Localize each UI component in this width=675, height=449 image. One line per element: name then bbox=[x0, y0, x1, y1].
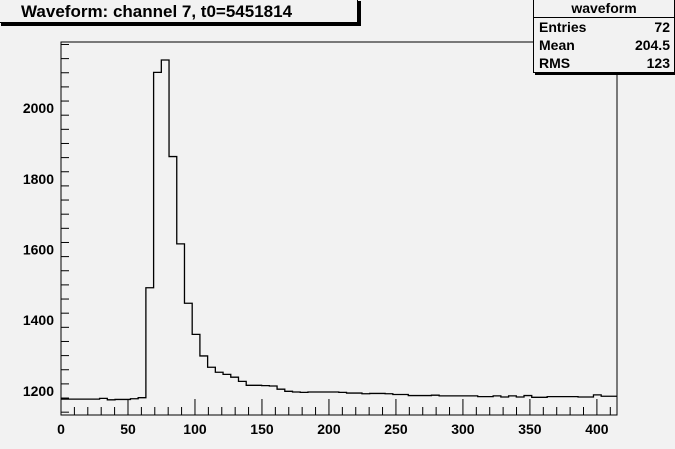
x-tick-label: 300 bbox=[451, 421, 475, 437]
histogram-bin bbox=[161, 60, 169, 415]
histogram-bin bbox=[347, 393, 355, 415]
histogram-bin bbox=[146, 288, 154, 415]
histogram-bin bbox=[447, 396, 455, 415]
histogram-bin bbox=[339, 392, 347, 415]
histogram-bin bbox=[354, 393, 362, 415]
histogram-bin bbox=[601, 396, 609, 415]
histogram-bin bbox=[277, 389, 285, 415]
histogram-bin bbox=[92, 399, 100, 415]
x-tick-label: 0 bbox=[57, 421, 65, 437]
histogram-bin bbox=[69, 399, 77, 415]
y-tick-label: 1600 bbox=[23, 242, 54, 258]
histogram-bin bbox=[223, 374, 231, 415]
histogram-bin bbox=[609, 396, 617, 415]
y-tick-label: 1200 bbox=[23, 383, 54, 399]
histogram-bin bbox=[184, 303, 192, 415]
histogram-bin bbox=[547, 397, 555, 415]
histogram-bin bbox=[84, 399, 92, 415]
histogram-bin bbox=[262, 386, 270, 415]
plot-title-box: Waveform: channel 7, t0=5451814 bbox=[0, 0, 358, 23]
histogram-bin bbox=[323, 392, 331, 415]
histogram-bin bbox=[316, 392, 324, 415]
histogram-bin bbox=[200, 356, 208, 415]
stats-box: waveform Entries 72 Mean 204.5 RMS 123 bbox=[533, 0, 675, 73]
x-tick-label: 400 bbox=[585, 421, 609, 437]
histogram-bin bbox=[555, 397, 563, 415]
histogram-bin bbox=[377, 393, 385, 415]
histogram-bin bbox=[593, 395, 601, 415]
histogram-bin bbox=[331, 392, 339, 415]
histogram-bin bbox=[370, 393, 378, 415]
plot-frame bbox=[60, 41, 618, 416]
histogram-bin bbox=[254, 385, 262, 415]
histogram-bin bbox=[300, 392, 308, 415]
histogram-bin bbox=[485, 397, 493, 415]
histogram-bin bbox=[578, 397, 586, 415]
histogram-bin bbox=[285, 391, 293, 415]
stats-row-rms: RMS 123 bbox=[539, 55, 670, 71]
histogram-outline bbox=[61, 59, 617, 401]
histogram-bin bbox=[138, 398, 146, 415]
histogram-bin bbox=[293, 392, 301, 415]
histogram-bin bbox=[401, 394, 409, 415]
histogram-bin bbox=[362, 394, 370, 415]
histogram-bin bbox=[192, 334, 200, 415]
x-tick-label: 50 bbox=[120, 421, 136, 437]
histogram-bin bbox=[586, 397, 594, 415]
histogram-bin bbox=[308, 392, 316, 415]
histogram-bin bbox=[501, 397, 509, 415]
histogram-bin bbox=[154, 72, 162, 415]
histogram-bin bbox=[416, 396, 424, 415]
histogram-bin bbox=[509, 396, 517, 415]
histogram-bin bbox=[385, 394, 393, 415]
histogram-bin bbox=[100, 398, 108, 415]
x-tick-label: 250 bbox=[384, 421, 408, 437]
x-tick-label: 150 bbox=[250, 421, 274, 437]
histogram-bin bbox=[563, 397, 571, 415]
stats-row-mean: Mean 204.5 bbox=[539, 37, 670, 53]
histogram-bin bbox=[424, 396, 432, 415]
histogram-bin bbox=[493, 396, 501, 415]
y-tick-label: 2000 bbox=[23, 100, 54, 116]
histogram-bin bbox=[478, 397, 486, 415]
x-tick-label: 200 bbox=[317, 421, 341, 437]
histogram-bin bbox=[177, 244, 185, 415]
histogram-bin bbox=[169, 157, 177, 415]
histogram-bin bbox=[115, 399, 123, 415]
histogram-bin bbox=[231, 377, 239, 415]
x-tick-label: 100 bbox=[183, 421, 207, 437]
histogram-bin bbox=[208, 367, 216, 415]
histogram-bin bbox=[539, 397, 547, 415]
histogram-bin bbox=[439, 396, 447, 415]
histogram-bin bbox=[61, 399, 69, 415]
histogram-bin bbox=[269, 386, 277, 415]
histogram-bin bbox=[431, 395, 439, 415]
y-tick-label: 1800 bbox=[23, 171, 54, 187]
histogram-bin bbox=[462, 396, 470, 415]
x-tick-label: 350 bbox=[518, 421, 542, 437]
histogram-bin bbox=[470, 396, 478, 415]
histogram-bin bbox=[524, 396, 532, 415]
y-tick-label: 1400 bbox=[23, 312, 54, 328]
histogram-bin bbox=[532, 397, 540, 415]
histogram-bin bbox=[123, 399, 131, 415]
histogram-bin bbox=[238, 381, 246, 415]
histogram-bin bbox=[570, 397, 578, 415]
histogram-bin bbox=[393, 394, 401, 415]
stats-row-entries: Entries 72 bbox=[539, 19, 670, 35]
histogram-bin bbox=[215, 372, 223, 415]
histogram-bin bbox=[246, 385, 254, 415]
stats-name: waveform bbox=[534, 0, 674, 18]
plot-title: Waveform: channel 7, t0=5451814 bbox=[21, 2, 293, 21]
histogram-bin bbox=[516, 397, 524, 415]
histogram-bin bbox=[455, 396, 463, 415]
histogram-bin bbox=[130, 399, 138, 415]
histogram-bin bbox=[408, 396, 416, 415]
histogram-bin bbox=[107, 400, 115, 415]
histogram-bin bbox=[76, 399, 84, 415]
